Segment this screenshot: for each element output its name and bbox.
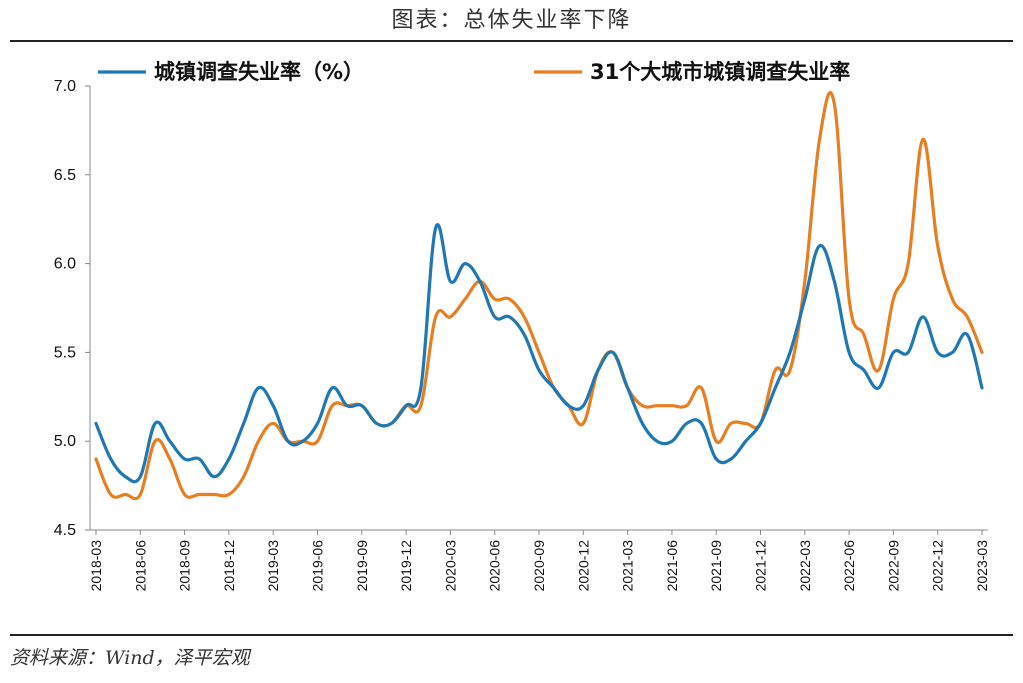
x-tick-label: 2022-12	[930, 540, 946, 592]
x-tick-label: 2019-09	[354, 540, 370, 592]
x-tick-label: 2022-06	[841, 540, 857, 592]
y-tick-label: 5.0	[54, 433, 76, 450]
y-tick-label: 6.0	[54, 256, 76, 273]
x-tick-label: 2020-12	[575, 540, 591, 592]
x-tick-label: 2018-03	[88, 540, 104, 592]
x-tick-label: 2022-03	[797, 540, 813, 592]
x-tick-label: 2020-09	[531, 540, 547, 592]
x-tick-label: 2021-06	[664, 540, 680, 592]
x-tick-label: 2018-06	[132, 540, 148, 592]
bottom-rule	[10, 634, 1013, 636]
x-tick-label: 2020-03	[442, 540, 458, 592]
legend-item-31-cities-label: 31个大城市城镇调查失业率	[590, 60, 850, 84]
y-tick-label: 4.5	[54, 522, 76, 539]
x-tick-label: 2019-12	[398, 540, 414, 592]
legend-item-urban-label: 城镇调查失业率（%）	[154, 60, 364, 84]
series-line-urban-unemployment	[94, 223, 984, 484]
x-tick-label: 2021-09	[708, 540, 724, 592]
chart-legend: 城镇调查失业率（%） 31个大城市城镇调查失业率	[98, 60, 850, 84]
series-line-31-cities-unemployment	[94, 91, 984, 501]
x-tick-label: 2020-06	[487, 540, 503, 592]
y-tick-label: 5.5	[54, 344, 76, 361]
x-tick-label: 2021-03	[620, 540, 636, 592]
top-rule	[10, 40, 1013, 42]
y-tick-label: 7.0	[54, 78, 76, 95]
source-note: 资料来源：Wind，泽平宏观	[10, 647, 250, 669]
chart-caption: 图表：总体失业率下降	[391, 8, 632, 33]
chart-series	[94, 91, 984, 501]
chart-axes: 4.5 5.0 5.5 6.0 6.5 7.0 2018-03 2018-06 2018-09 2…	[54, 78, 990, 591]
x-tick-label: 2019-03	[265, 540, 281, 592]
x-tick-label: 2022-09	[885, 540, 901, 592]
x-tick-label: 2021-12	[753, 540, 769, 592]
x-tick-label: 2018-12	[221, 540, 237, 592]
line-chart: 4.5 5.0 5.5 6.0 6.5 7.0 2018-03 2018-06 2018-09 2…	[54, 60, 990, 591]
x-tick-label: 2023-03	[974, 540, 990, 592]
x-tick-label: 2019-06	[310, 540, 326, 592]
x-tick-label: 2018-09	[177, 540, 193, 592]
y-tick-label: 6.5	[54, 167, 76, 184]
